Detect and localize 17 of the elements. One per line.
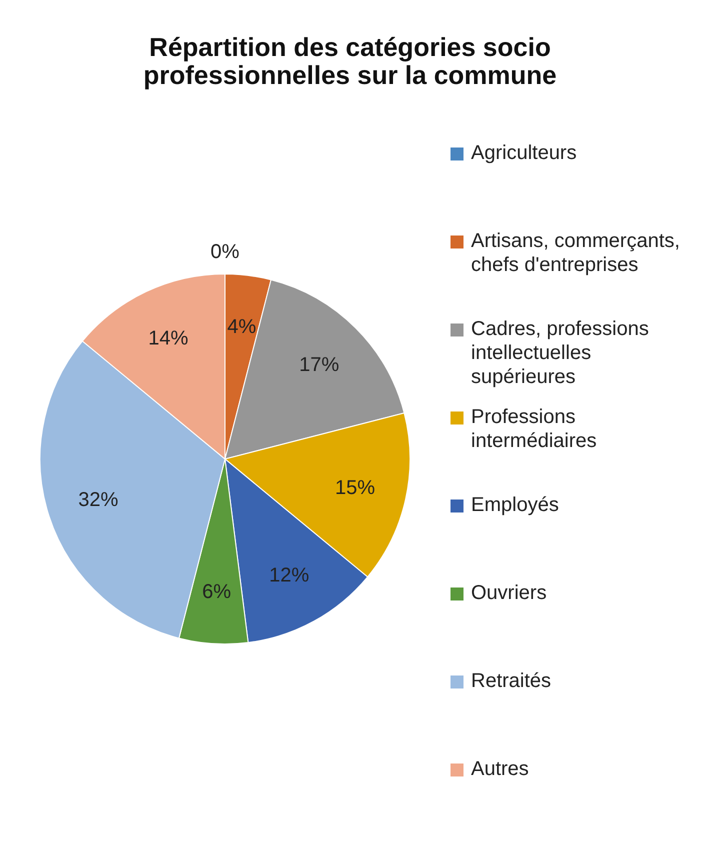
- legend-label: Artisans, commerçants, chefs d'entreprises: [471, 230, 680, 276]
- data-label: 4%: [227, 316, 256, 338]
- legend-label: Agriculteurs: [471, 142, 577, 164]
- data-label: 12%: [269, 564, 310, 587]
- legend-label: Autres: [471, 758, 529, 780]
- chart-title: Répartition des catégories socio professionnelles sur la commune: [143, 32, 557, 90]
- data-label: 14%: [148, 327, 189, 350]
- legend-label: Professions intermédiaires: [471, 406, 597, 452]
- data-label: 6%: [202, 580, 232, 603]
- data-label: 32%: [78, 489, 119, 512]
- legend-label: Employés: [471, 494, 559, 516]
- data-label: 17%: [299, 354, 340, 376]
- data-label: 15%: [334, 477, 376, 500]
- legend-label: Ouvriers: [471, 582, 547, 604]
- legend-label: Retraités: [471, 670, 552, 692]
- text: 0%: [210, 241, 240, 263]
- legend-label: Cadres, professions intellectuelles supérieures: [471, 318, 649, 388]
